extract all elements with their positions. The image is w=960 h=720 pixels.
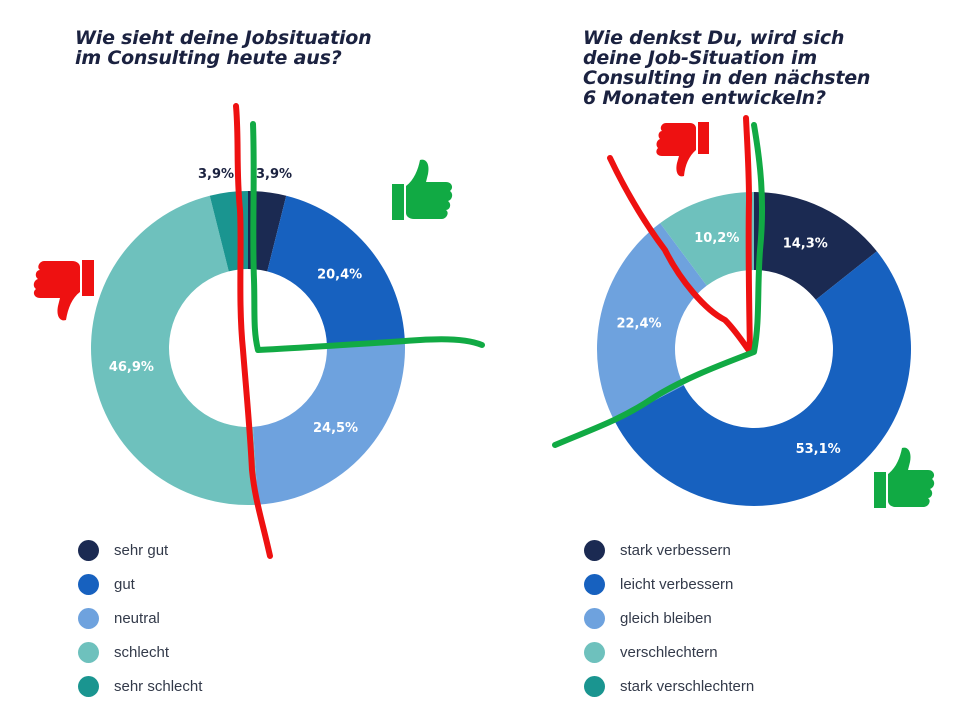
- legend-label: neutral: [114, 609, 160, 627]
- legend-swatch: [584, 641, 605, 663]
- legend-swatch: [584, 539, 605, 561]
- legend-item: sehr gut: [78, 533, 202, 567]
- legend-swatch: [584, 607, 605, 629]
- legend-item: stark verschlechtern: [584, 669, 754, 703]
- legend-item: verschlechtern: [584, 635, 754, 669]
- data-label: 14,3%: [783, 237, 828, 252]
- legend-swatch: [78, 607, 99, 629]
- legend-label: sehr schlecht: [114, 677, 203, 695]
- legend-item: gleich bleiben: [584, 601, 754, 635]
- legend-swatch: [78, 675, 99, 697]
- legend-swatch: [78, 539, 99, 561]
- data-label: 53,1%: [796, 442, 841, 457]
- legend-item: neutral: [78, 601, 202, 635]
- data-label: 3,9%: [198, 167, 234, 182]
- legend-swatch: [584, 675, 605, 697]
- legend-label: sehr gut: [114, 541, 169, 559]
- data-label: 22,4%: [616, 317, 661, 332]
- legend-item: stark verbessern: [584, 533, 754, 567]
- donut-slice-stark-verbessern: [754, 192, 877, 300]
- legend-label: leicht verbessern: [620, 575, 734, 593]
- legend-label: stark verschlechtern: [620, 677, 755, 695]
- legend-left: sehr gut gut neutral schlecht sehr schlecht: [78, 533, 202, 703]
- legend-swatch: [78, 641, 99, 663]
- legend-item: leicht verbessern: [584, 567, 754, 601]
- data-label: 46,9%: [109, 360, 154, 375]
- chart-title-left: Wie sieht deine Jobsituation im Consulti…: [75, 27, 372, 69]
- legend-label: stark verbessern: [620, 541, 731, 559]
- data-label: 10,2%: [694, 231, 739, 246]
- legend-label: verschlechtern: [620, 643, 718, 661]
- legend-right: stark verbessern leicht verbessern gleich …: [584, 533, 754, 703]
- chart-title-right: Wie denkst Du, wird sich deine Job-Situa…: [583, 27, 871, 109]
- legend-label: schlecht: [114, 643, 170, 661]
- legend-label: gut: [114, 575, 135, 593]
- donut-slice-schlecht: [90, 195, 258, 506]
- legend-item: gut: [78, 567, 202, 601]
- legend-item: schlecht: [78, 635, 202, 669]
- legend-item: sehr schlecht: [78, 669, 202, 703]
- legend-label: gleich bleiben: [620, 609, 712, 627]
- legend-swatch: [78, 573, 99, 595]
- donut-slice-neutral: [252, 342, 405, 505]
- data-label: 24,5%: [313, 421, 358, 436]
- legend-swatch: [584, 573, 605, 595]
